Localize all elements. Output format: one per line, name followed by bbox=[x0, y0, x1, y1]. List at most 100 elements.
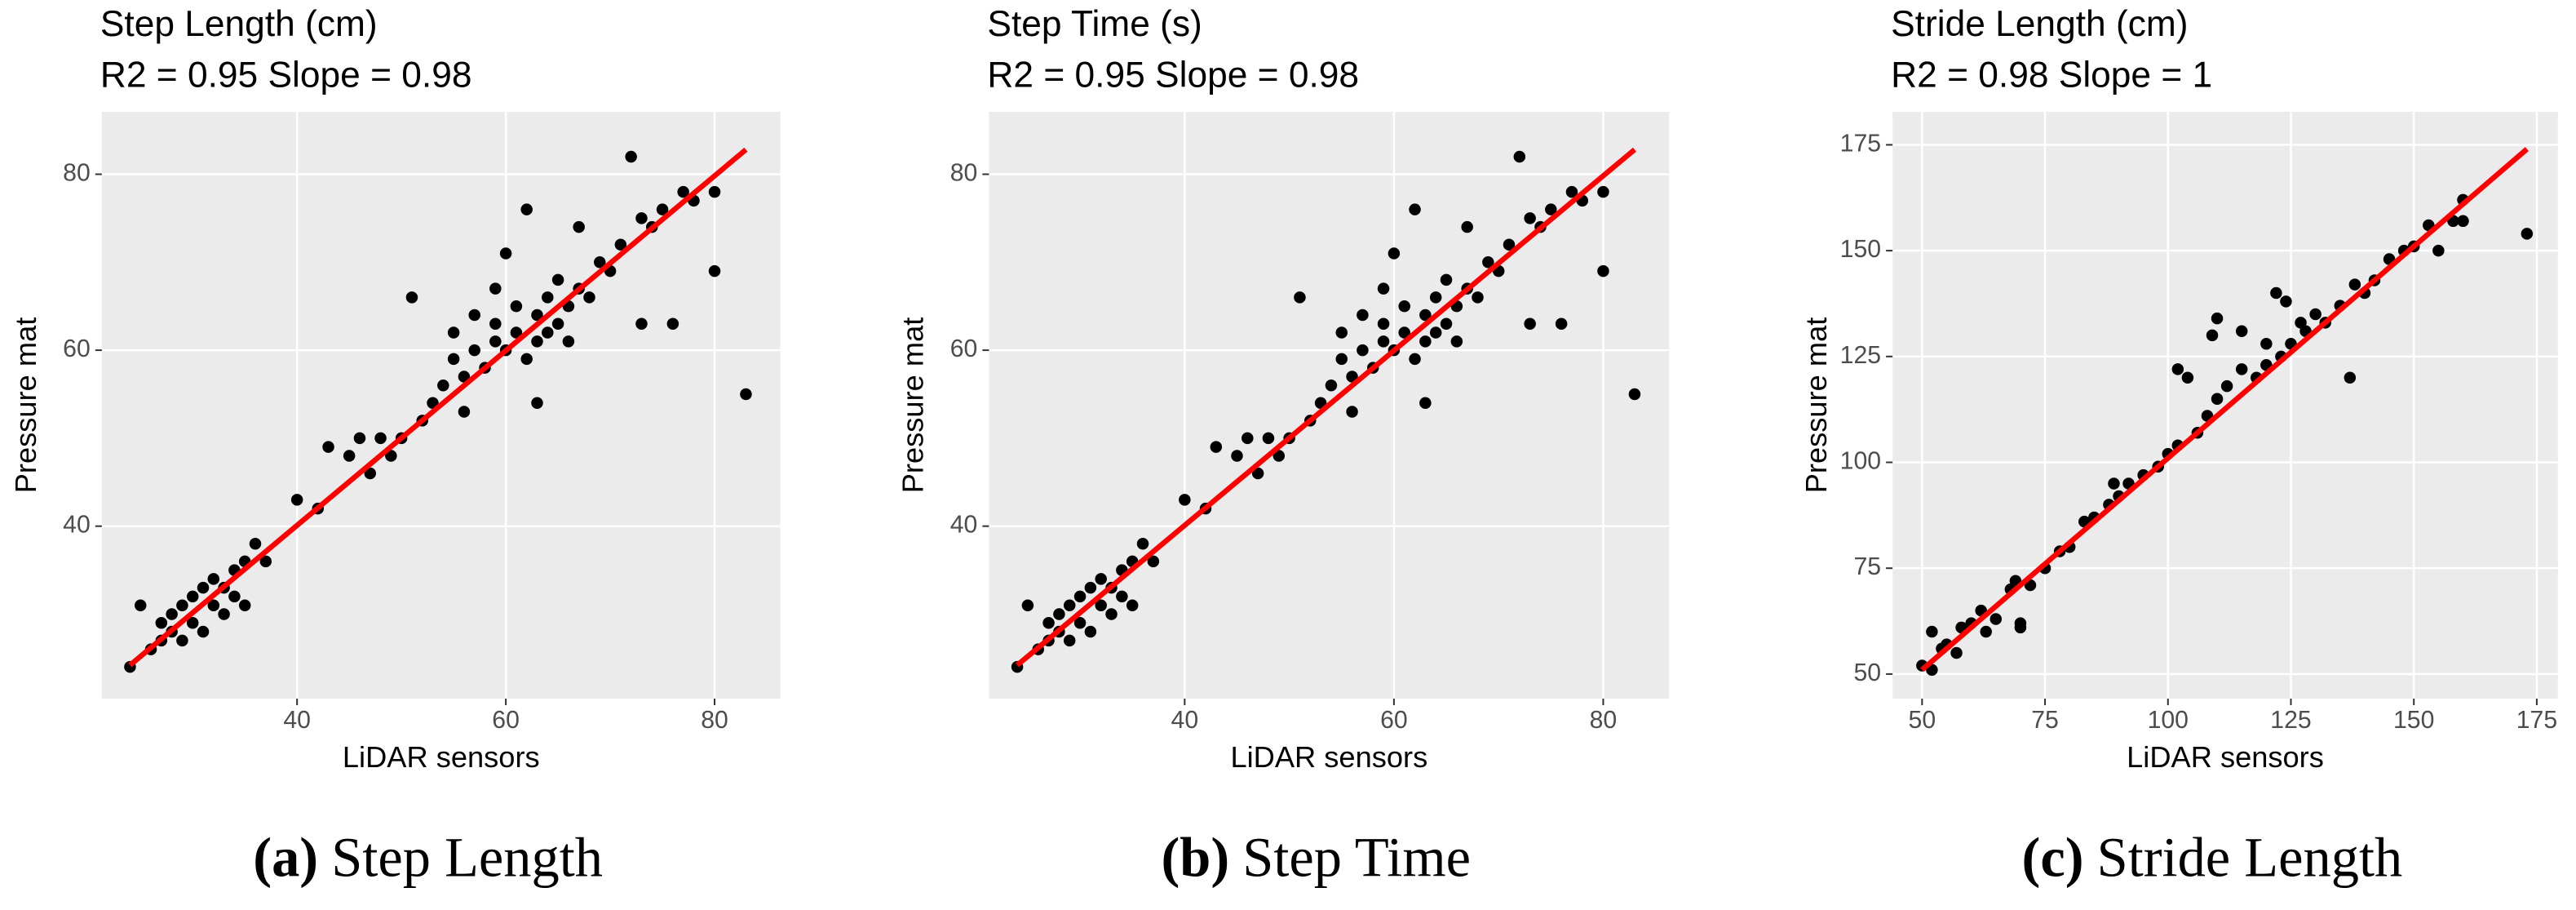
point bbox=[186, 617, 199, 629]
x-axis-label: LiDAR sensors bbox=[1230, 740, 1427, 774]
point bbox=[1251, 467, 1264, 480]
point bbox=[238, 599, 251, 611]
point bbox=[1335, 353, 1348, 366]
point bbox=[1073, 590, 1087, 603]
point bbox=[1429, 291, 1442, 304]
point bbox=[1597, 264, 1609, 277]
point bbox=[531, 309, 543, 322]
point bbox=[468, 309, 480, 322]
point bbox=[1095, 599, 1107, 611]
point bbox=[1095, 573, 1107, 585]
point bbox=[1513, 150, 1526, 163]
point bbox=[2521, 228, 2534, 240]
point bbox=[489, 282, 502, 295]
point bbox=[1273, 450, 1286, 462]
fit-line bbox=[1920, 147, 2529, 673]
point bbox=[437, 379, 449, 392]
point bbox=[1419, 335, 1432, 348]
point bbox=[2171, 363, 2184, 375]
point bbox=[1116, 590, 1128, 603]
point bbox=[458, 371, 471, 383]
point bbox=[1409, 353, 1421, 366]
point bbox=[1084, 625, 1097, 638]
x-tick-label: 100 bbox=[2148, 707, 2189, 734]
point bbox=[2344, 371, 2357, 384]
x-tick-label: 80 bbox=[701, 707, 728, 734]
point bbox=[207, 599, 220, 611]
x-axis-label: LiDAR sensors bbox=[2127, 740, 2324, 774]
point bbox=[1136, 538, 1149, 550]
point bbox=[1926, 625, 1938, 638]
x-tick-label: 150 bbox=[2393, 707, 2434, 734]
y-axis-label: Pressure mat bbox=[896, 317, 929, 494]
point bbox=[1472, 291, 1484, 304]
point bbox=[520, 353, 533, 366]
point bbox=[458, 406, 471, 418]
point bbox=[364, 467, 376, 480]
x-tick-label: 40 bbox=[1171, 707, 1199, 734]
point bbox=[1377, 335, 1390, 348]
point bbox=[1409, 203, 1421, 215]
x-tick-label: 40 bbox=[283, 707, 311, 734]
point bbox=[635, 317, 648, 331]
point bbox=[176, 599, 188, 611]
y-tick-label: 175 bbox=[1840, 130, 1881, 157]
point bbox=[1450, 335, 1463, 348]
point bbox=[2211, 312, 2224, 325]
point bbox=[1524, 212, 1536, 224]
point bbox=[510, 326, 523, 339]
point bbox=[1105, 608, 1118, 620]
point bbox=[1419, 397, 1432, 410]
point bbox=[708, 264, 721, 277]
point bbox=[1242, 432, 1254, 445]
point bbox=[228, 590, 241, 603]
point bbox=[1419, 309, 1432, 322]
caption: (a) Step Length bbox=[253, 826, 603, 888]
y-tick-label: 125 bbox=[1840, 342, 1881, 369]
point bbox=[1179, 494, 1191, 506]
point bbox=[2108, 477, 2120, 490]
point bbox=[1053, 608, 1065, 620]
point bbox=[1388, 247, 1401, 260]
point bbox=[353, 432, 366, 445]
chart-title: Stride Length (cm) bbox=[1891, 4, 2188, 44]
point bbox=[2280, 295, 2292, 308]
point bbox=[166, 608, 178, 620]
caption-tag: (c) bbox=[2022, 826, 2084, 888]
point bbox=[405, 291, 418, 304]
y-axis-label: Pressure mat bbox=[1799, 317, 1833, 494]
point bbox=[562, 335, 575, 348]
point bbox=[176, 634, 188, 647]
point bbox=[1063, 599, 1076, 611]
point bbox=[2014, 621, 2027, 634]
point bbox=[2181, 371, 2194, 384]
point bbox=[489, 335, 502, 348]
point bbox=[207, 573, 220, 585]
point bbox=[1294, 291, 1306, 304]
point bbox=[1231, 450, 1243, 462]
point bbox=[1126, 599, 1139, 611]
point bbox=[1377, 282, 1390, 295]
point bbox=[374, 432, 387, 445]
point bbox=[134, 599, 147, 611]
point bbox=[1440, 317, 1453, 331]
point bbox=[1398, 300, 1410, 313]
x-tick-label: 125 bbox=[2270, 707, 2311, 734]
caption-text: Step Length bbox=[331, 826, 603, 888]
point bbox=[499, 247, 512, 260]
x-tick-label: 50 bbox=[1909, 707, 1936, 734]
caption-text: Step Time bbox=[1242, 826, 1471, 888]
y-tick-label: 40 bbox=[63, 512, 91, 539]
x-tick-label: 175 bbox=[2516, 707, 2557, 734]
y-tick-label: 50 bbox=[1853, 659, 1881, 686]
point bbox=[447, 326, 460, 339]
point bbox=[1990, 613, 2003, 625]
y-axis-label: Pressure mat bbox=[9, 317, 42, 494]
point bbox=[1042, 617, 1055, 629]
caption: (c) Stride Length bbox=[2022, 826, 2403, 888]
point bbox=[1335, 326, 1348, 339]
x-tick-label: 80 bbox=[1590, 707, 1618, 734]
point bbox=[594, 256, 606, 269]
point bbox=[2309, 308, 2321, 321]
point bbox=[1262, 432, 1275, 445]
